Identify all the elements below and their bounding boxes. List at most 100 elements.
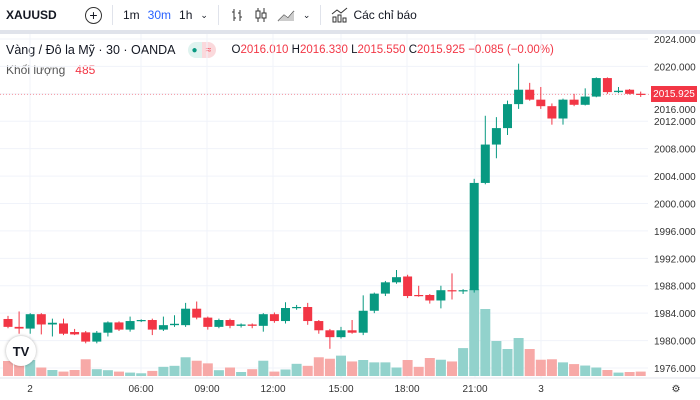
candle-body (92, 332, 102, 342)
candle-body (258, 314, 268, 326)
volume-bar (336, 355, 346, 376)
candle-body (70, 332, 80, 335)
candle-body (192, 308, 202, 318)
last-price-label: 2015.925 (651, 86, 697, 102)
volume-bar (513, 338, 524, 376)
candle-body (392, 277, 401, 283)
candle-body (625, 89, 635, 94)
interval-1h[interactable]: 1h (179, 8, 193, 22)
volume-bar (546, 359, 557, 376)
volume-bar (302, 365, 313, 376)
volume-bar (558, 362, 568, 376)
candle-body (380, 282, 390, 294)
volume-bar (324, 358, 335, 376)
volume-bar (225, 367, 235, 376)
price-tick-label: 2024.000 (654, 35, 696, 46)
volume-bar (213, 370, 224, 376)
candle-body (336, 330, 346, 338)
top-toolbar: XAUUSD + 1m 30m 1h ⌄ ⌄ Các chỉ báo (0, 0, 700, 34)
volume-bar (535, 359, 546, 376)
volume-bar (169, 365, 180, 376)
candle-body (414, 294, 424, 297)
indicators-icon (332, 7, 348, 23)
volume-bar (469, 289, 480, 376)
candle-body (14, 326, 24, 329)
plus-circle-icon: + (85, 6, 102, 24)
symbol-search[interactable]: XAUUSD (6, 8, 57, 22)
open-value: 2016.010 (240, 44, 289, 56)
volume-bar (14, 363, 25, 376)
volume-bar (491, 341, 502, 376)
candle-body (458, 290, 468, 292)
volume-bar (591, 367, 602, 376)
volume-bar (191, 360, 202, 376)
volume-bar (69, 370, 80, 376)
price-tick-label: 1980.000 (654, 337, 696, 348)
compare-add-button[interactable]: + (81, 3, 106, 27)
price-tick-label: 1992.000 (654, 254, 696, 265)
chart-legend: Vàng / Đô la Mỹ · 30 · OANDA ● ≈ O2016.01… (6, 42, 554, 58)
volume-bar (424, 358, 435, 376)
candle-body (158, 325, 168, 330)
volume-bar (635, 371, 646, 376)
volume-bar (602, 370, 613, 376)
time-tick-label: 21:00 (462, 384, 487, 395)
volume-bar (180, 357, 191, 376)
volume-bar (502, 349, 513, 376)
ohlc-values: O2016.010 H2016.330 L2015.550 C2015.925 … (231, 44, 554, 56)
volume-bar (25, 360, 36, 376)
bar-chart-type-icon[interactable] (225, 3, 249, 27)
candle-body (303, 306, 313, 322)
candle-body (436, 290, 446, 301)
candle-body (425, 294, 435, 301)
price-tick-label: 1984.000 (654, 309, 696, 320)
volume-bar (58, 371, 69, 376)
volume-bar (291, 363, 302, 376)
volume-bar (158, 366, 169, 376)
volume-bar (380, 362, 391, 376)
indicators-button[interactable]: Các chỉ báo (327, 3, 420, 27)
candle-body (147, 320, 157, 330)
interval-1m[interactable]: 1m (123, 8, 140, 22)
volume-bar (280, 369, 291, 376)
volume-bar (347, 361, 358, 376)
market-status-pill[interactable]: ● ≈ (187, 42, 216, 58)
candle-body (269, 314, 279, 322)
candle-body (225, 320, 235, 326)
volume-bar (435, 359, 446, 376)
time-tick-label: 09:00 (194, 384, 219, 395)
area-chart-type-icon[interactable] (273, 3, 299, 27)
candle-body (81, 332, 91, 342)
volume-bar (125, 372, 136, 376)
indicators-label: Các chỉ báo (353, 8, 417, 22)
candle-body (469, 182, 479, 291)
candles-chart-type-icon[interactable] (249, 3, 273, 27)
time-tick-label: 15:00 (328, 384, 353, 395)
volume-bar (313, 357, 324, 376)
settings-gear-icon[interactable]: ⚙ (672, 384, 681, 395)
interval-30m[interactable]: 30m (147, 8, 172, 22)
volume-bar (413, 366, 424, 376)
candle-body (514, 89, 524, 105)
candle-body (170, 323, 179, 326)
price-tick-label: 2016.000 (654, 105, 696, 116)
volume-bar (580, 365, 591, 376)
candle-body (47, 322, 57, 325)
volume-bar (569, 364, 580, 376)
candle-body (181, 308, 191, 326)
divider (320, 5, 322, 25)
volume-bar (624, 372, 635, 376)
time-tick-label: 06:00 (128, 384, 153, 395)
tradingview-logo[interactable]: TV (6, 336, 36, 366)
chart-type-chevron-icon[interactable]: ⌄ (302, 9, 311, 20)
volume-bar (102, 370, 113, 376)
candle-body (491, 128, 501, 145)
volume-bar (524, 349, 535, 376)
interval-dropdown-chevron-icon[interactable]: ⌄ (200, 9, 208, 20)
candle-body (103, 322, 113, 333)
high-value: 2016.330 (299, 44, 348, 56)
data-delay-icon: ≈ (201, 42, 216, 58)
volume-bar (80, 359, 91, 376)
volume-bar (3, 361, 13, 376)
